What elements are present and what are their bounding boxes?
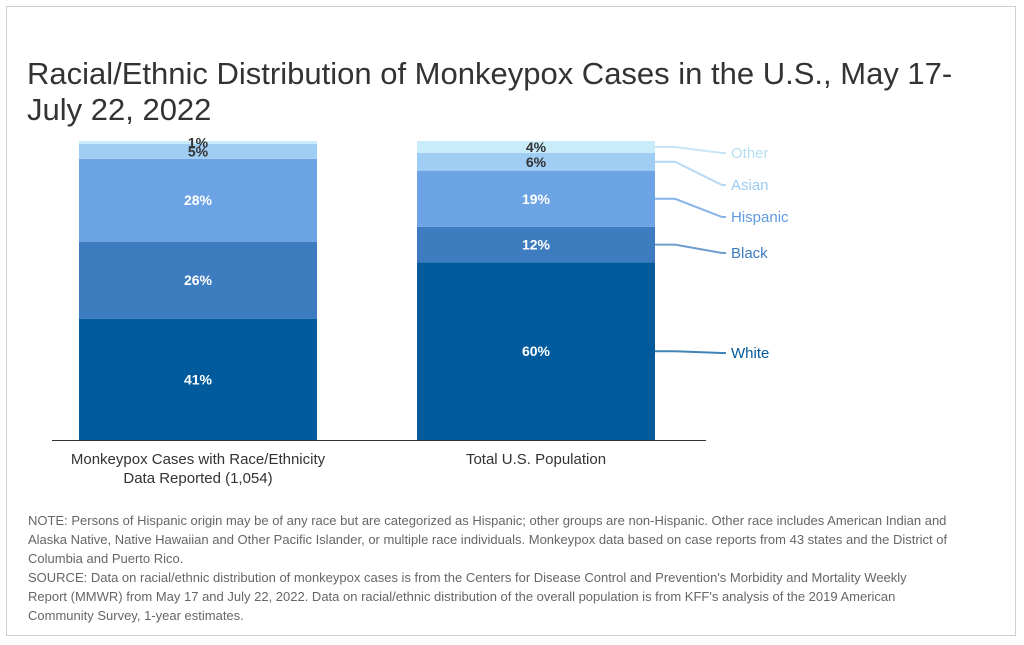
bar-segment-black-0: [79, 241, 317, 319]
notes-block: NOTE: Persons of Hispanic origin may be …: [28, 511, 948, 625]
bar-segment-other-0: [79, 141, 317, 144]
category-label-0-line-1: Data Reported (1,054): [123, 470, 272, 487]
data-label-hispanic-1: 19%: [522, 191, 551, 207]
data-label-white-0: 41%: [184, 371, 213, 387]
data-label-hispanic-0: 28%: [184, 192, 213, 208]
legend-label-white: White: [731, 345, 769, 362]
legend-label-other: Other: [731, 145, 769, 162]
legend-leader-asian: [655, 160, 726, 186]
bar-segment-hispanic-0: [79, 158, 317, 242]
bar-segment-white-1: [417, 262, 655, 440]
bar-segment-asian-0: [79, 144, 317, 159]
data-label-black-0: 26%: [184, 272, 213, 288]
category-label-0-line-0: Monkeypox Cases with Race/Ethnicity: [71, 451, 326, 468]
data-label-asian-1: 6%: [526, 154, 547, 170]
bar-segment-hispanic-1: [417, 170, 655, 227]
data-label-other-1: 4%: [526, 139, 547, 155]
legend-leader-other: [655, 145, 726, 154]
legend-label-hispanic: Hispanic: [731, 209, 789, 226]
legend-leader-black: [655, 243, 726, 254]
data-label-black-1: 12%: [522, 237, 551, 253]
bar-segment-asian-1: [417, 152, 655, 171]
legend-leader-hispanic: [655, 197, 726, 218]
legend-leader-white: [655, 350, 726, 354]
bar-segment-white-0: [79, 318, 317, 440]
legend-label-black: Black: [731, 245, 768, 262]
bar-segment-other-1: [417, 141, 655, 153]
data-label-asian-0: 5%: [188, 143, 209, 159]
note-text: NOTE: Persons of Hispanic origin may be …: [28, 513, 948, 566]
category-label-1-line-0: Total U.S. Population: [466, 451, 606, 468]
chart-title: Racial/Ethnic Distribution of Monkeypox …: [27, 56, 953, 127]
data-label-white-1: 60%: [522, 343, 551, 359]
data-label-other-0: 1%: [188, 135, 209, 151]
source-text: SOURCE: Data on racial/ethnic distributi…: [28, 570, 907, 623]
legend-label-asian: Asian: [731, 177, 769, 194]
bar-segment-black-1: [417, 226, 655, 263]
